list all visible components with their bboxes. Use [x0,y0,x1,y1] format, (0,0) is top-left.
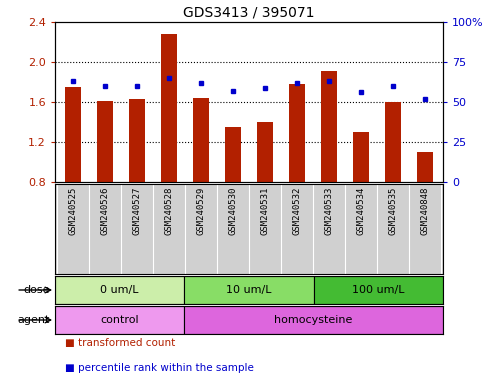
Bar [185,306,443,334]
Text: GSM240529: GSM240529 [197,187,205,235]
Bar [55,306,185,334]
Text: GSM240532: GSM240532 [293,187,301,235]
Title: GDS3413 / 395071: GDS3413 / 395071 [183,5,315,20]
Bar [193,98,209,182]
Text: GSM240526: GSM240526 [100,187,109,235]
Text: control: control [100,315,139,325]
Text: ■ transformed count: ■ transformed count [65,338,175,348]
Bar [321,71,337,182]
Bar [313,276,443,304]
Text: dose: dose [24,285,50,295]
Bar [257,122,273,182]
Bar [353,132,369,182]
Bar [289,84,305,182]
Text: 100 um/L: 100 um/L [352,285,405,295]
Bar [225,127,241,182]
Bar [129,99,145,182]
Bar [417,152,433,182]
Text: 0 um/L: 0 um/L [100,285,139,295]
Text: GSM240531: GSM240531 [260,187,270,235]
Text: GSM240534: GSM240534 [357,187,366,235]
Text: GSM240525: GSM240525 [68,187,77,235]
Bar [65,87,81,182]
Text: GSM240535: GSM240535 [389,187,398,235]
Bar [55,276,185,304]
Bar [97,101,113,182]
Text: GSM240527: GSM240527 [132,187,141,235]
Text: 10 um/L: 10 um/L [226,285,272,295]
Text: GSM240533: GSM240533 [325,187,334,235]
Text: homocysteine: homocysteine [274,315,353,325]
Bar [385,102,401,182]
Text: GSM240528: GSM240528 [164,187,173,235]
Bar [161,34,177,182]
Text: GSM240848: GSM240848 [421,187,430,235]
Text: agent: agent [18,315,50,325]
Bar [185,276,313,304]
Text: ■ percentile rank within the sample: ■ percentile rank within the sample [65,363,254,373]
Text: GSM240530: GSM240530 [228,187,238,235]
